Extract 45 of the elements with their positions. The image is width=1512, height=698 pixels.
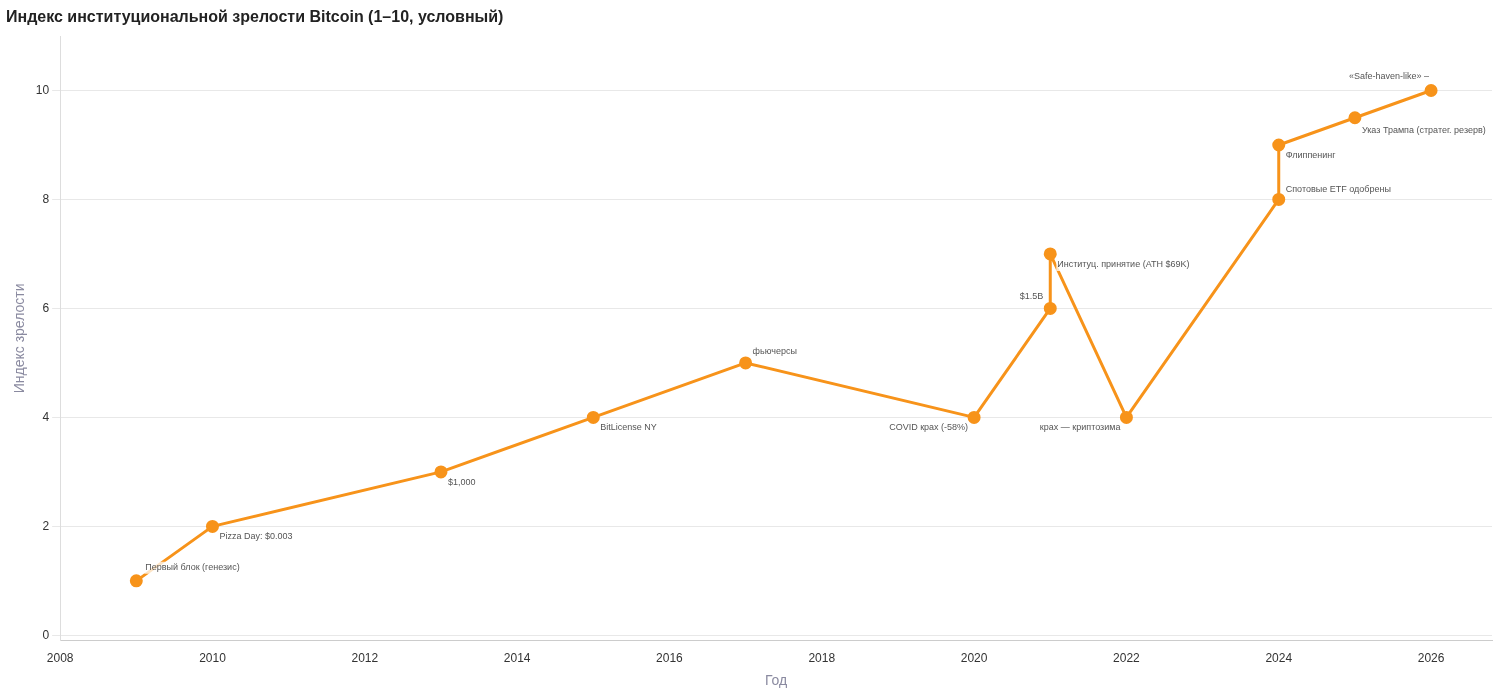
y-tick-label: 6 — [42, 300, 50, 315]
point — [434, 465, 448, 479]
y-tick-label: 10 — [35, 82, 50, 97]
x-tick-label: 2020 — [960, 651, 988, 666]
x-tick-label: 2010 — [199, 651, 227, 666]
point — [1348, 111, 1362, 125]
y-axis-title: Индекс зрелости — [11, 283, 28, 394]
point — [967, 410, 981, 424]
point — [1043, 301, 1057, 315]
annotation: Указ Трампа (стратег. резерв) — [1361, 124, 1486, 135]
point — [1119, 410, 1133, 424]
annotation: Первый блок (генезис) — [145, 561, 240, 572]
y-tick-label: 2 — [42, 518, 50, 533]
annotation: Спотовые ETF одобрены — [1285, 184, 1391, 195]
annotation: крах — криптозима — [1039, 422, 1121, 433]
annotation: Институц. принятие (ATH $69K) — [1057, 258, 1190, 269]
point — [129, 574, 143, 588]
annotation: Pizza Day: $0.003 — [219, 531, 293, 542]
annotation: фьючерсы — [752, 345, 797, 356]
y-tick-label: 4 — [42, 409, 50, 424]
annotation: COVID крах (-58%) — [889, 422, 969, 433]
x-tick-label: 2012 — [351, 651, 379, 666]
chart-title: Индекс институциональной зрелости Bitcoin (1–10, условный) — [6, 8, 504, 26]
annotation: $1.5B — [1019, 291, 1044, 302]
point — [1043, 247, 1057, 261]
annotation: $1,000 — [447, 476, 476, 487]
annotation: «Safe-haven-like» – — [1349, 71, 1430, 82]
x-tick-label: 2018 — [808, 651, 836, 666]
x-tick-label: 2014 — [503, 651, 531, 666]
point — [586, 410, 600, 424]
y-tick-label: 8 — [42, 191, 50, 206]
x-axis-title: Год — [764, 672, 788, 689]
point — [205, 519, 219, 533]
point — [739, 356, 753, 370]
x-tick-label: 2026 — [1417, 651, 1445, 666]
x-tick-label: 2022 — [1113, 651, 1141, 666]
y-tick-label: 0 — [42, 627, 50, 642]
x-tick-label: 2024 — [1265, 651, 1293, 666]
point — [1272, 192, 1286, 206]
annotation: Флиппенинг — [1285, 149, 1337, 160]
x-tick-label: 2008 — [46, 651, 74, 666]
point — [1272, 138, 1286, 152]
x-tick-label: 2016 — [656, 651, 684, 666]
point — [1424, 83, 1438, 97]
annotation: BitLicense NY — [600, 422, 657, 433]
